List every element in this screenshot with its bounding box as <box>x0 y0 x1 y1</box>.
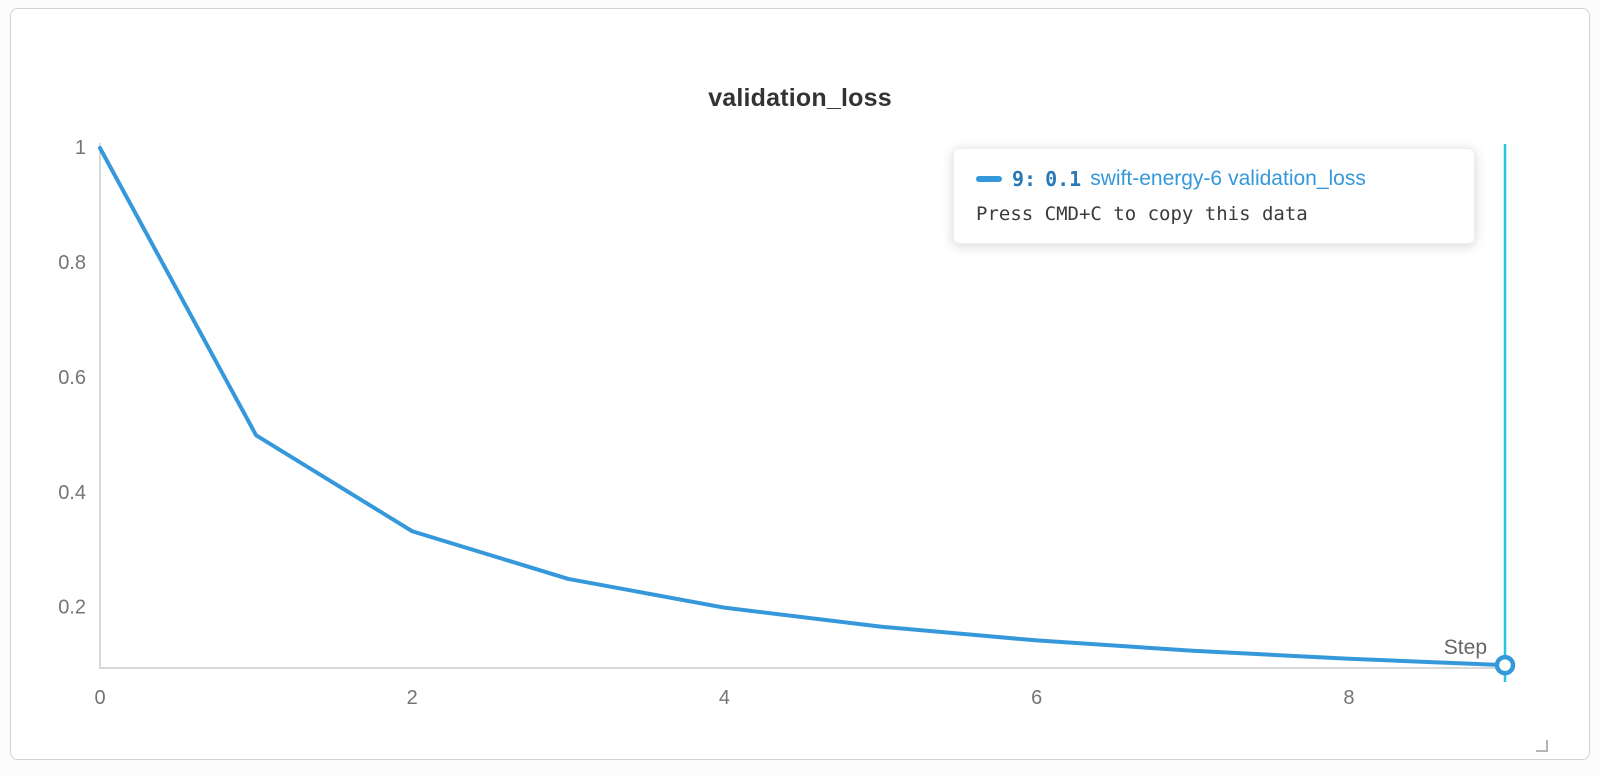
y-tick-label: 1 <box>75 137 86 159</box>
tooltip: 9: 0.1 swift-energy-6 validation_loss Pr… <box>953 148 1475 244</box>
y-tick-label: 0.6 <box>58 367 86 389</box>
tooltip-value: 0.1 <box>1045 167 1082 191</box>
series-color-dash-icon <box>976 176 1002 182</box>
chart-title: validation_loss <box>708 84 892 112</box>
y-tick-label: 0.8 <box>58 252 86 274</box>
tooltip-step: 9: <box>1012 167 1037 191</box>
series-line[interactable] <box>98 146 1507 668</box>
tooltip-copy-hint: Press CMD+C to copy this data <box>976 203 1308 225</box>
x-tick-label: 2 <box>407 687 418 709</box>
x-tick-label: 8 <box>1343 687 1354 709</box>
chart-panel <box>10 8 1590 760</box>
axis-lines <box>99 143 1508 669</box>
y-tick-label: 0.4 <box>58 482 86 504</box>
y-tick-label: 0.2 <box>58 597 86 619</box>
x-tick-label: 0 <box>94 687 105 709</box>
x-tick-label: 4 <box>719 687 730 709</box>
x-axis-label: Step <box>1444 636 1487 659</box>
x-tick-label: 6 <box>1031 687 1042 709</box>
tooltip-series-row: 9: 0.1 swift-energy-6 validation_loss <box>976 167 1452 191</box>
tooltip-run-name: swift-energy-6 <box>1090 167 1223 190</box>
highlight-marker[interactable] <box>1494 654 1516 676</box>
tooltip-metric-name: validation_loss <box>1228 167 1366 190</box>
resize-handle-icon[interactable] <box>1536 740 1548 752</box>
